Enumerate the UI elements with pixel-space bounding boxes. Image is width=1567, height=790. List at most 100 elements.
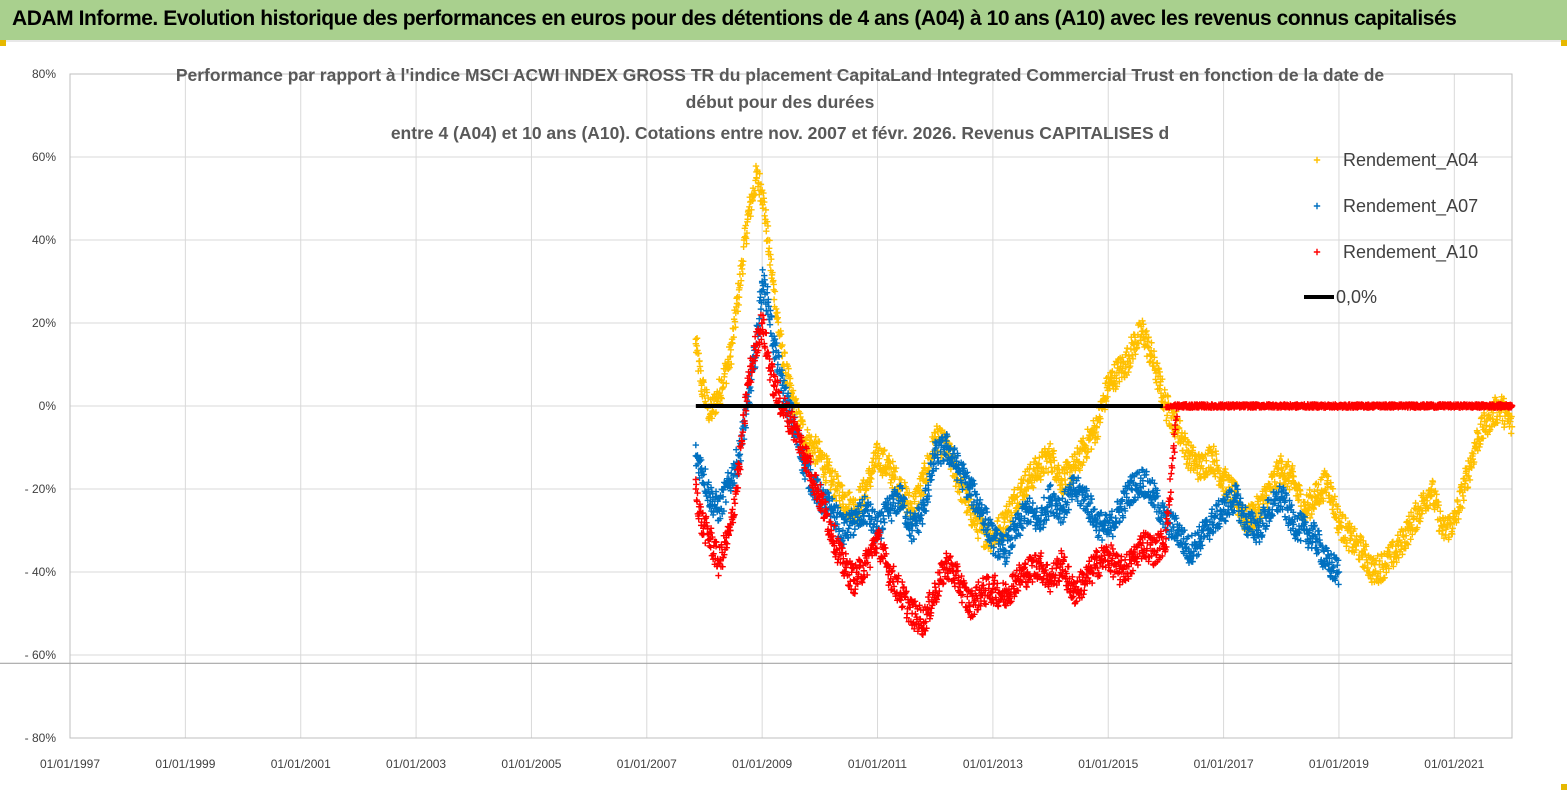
data-point [1433,491,1440,498]
data-point [752,162,760,170]
data-point [1126,364,1133,371]
data-point [1148,339,1155,346]
x-tick-label-11: 01/01/2019 [1309,757,1369,771]
data-point [1412,499,1419,507]
data-point [1018,479,1026,487]
data-point [693,335,701,342]
data-point [799,421,807,428]
data-point [958,599,966,606]
data-point [1437,508,1444,515]
data-point [703,389,711,396]
data-point [697,388,705,395]
data-point [1423,497,1431,505]
data-point [1093,424,1100,431]
data-point [1417,514,1424,522]
data-point [892,473,899,481]
x-tick-label-4: 01/01/2005 [501,757,561,771]
data-point [744,218,751,225]
data-point [1470,458,1478,466]
data-point [879,472,886,479]
data-point [978,516,986,523]
data-point [1362,551,1369,558]
data-point [696,357,703,365]
data-point [1058,475,1065,482]
data-point [1036,454,1043,461]
data-point [1263,492,1270,499]
data-point [779,341,786,349]
data-point [860,567,868,574]
data-point [749,197,756,204]
data-point [1132,351,1139,358]
data-point [1112,379,1119,387]
data-point [1048,468,1055,476]
data-point [742,235,750,242]
data-point [869,468,877,475]
y-tick-label-4: 0% [39,399,57,413]
data-point [1109,368,1116,375]
data-point [1440,535,1448,542]
data-point [826,459,833,466]
data-point [1286,486,1293,493]
axis-layer: 01/01/1997 01/01/1999 01/01/2001 01/01/2003… [25,67,1485,771]
data-point [1428,493,1435,500]
data-point [1281,470,1288,477]
x-tick-label-12: 01/01/2021 [1424,757,1484,771]
data-point [775,319,782,326]
data-point [1316,498,1324,506]
x-tick-label-10: 01/01/2017 [1194,757,1254,771]
data-point [1346,520,1353,527]
x-tick-label-9: 01/01/2015 [1078,757,1138,771]
data-point [960,482,967,490]
data-point [1097,415,1104,422]
data-point [1459,492,1467,500]
data-point [901,479,908,486]
data-point [1458,483,1465,490]
data-point [1407,509,1415,516]
data-point [1341,534,1349,541]
data-point [1402,545,1409,552]
data-point [781,349,789,357]
data-point [938,427,945,434]
data-point [1308,494,1316,501]
data-point [1180,435,1188,443]
data-point [1028,562,1036,569]
data-point [1466,476,1474,484]
data-point [1040,469,1048,477]
data-point [881,446,888,454]
data-point [1049,467,1056,475]
data-point [721,370,728,377]
data-point [1358,534,1365,541]
data-point [1404,541,1412,548]
x-tick-label-5: 01/01/2007 [617,757,677,771]
data-point [898,604,906,611]
data-point [1210,443,1217,450]
data-point [863,485,870,492]
data-point [1212,473,1219,480]
data-point [1166,494,1173,502]
data-point [1297,491,1304,498]
data-point [748,206,755,214]
data-point [1429,478,1437,486]
data-point [1152,369,1160,377]
data-point [771,288,779,295]
data-point [1418,510,1425,517]
data-point [1189,444,1197,451]
data-point [1219,483,1226,491]
data-point [1362,543,1370,550]
data-point [787,382,795,389]
data-point [1175,424,1183,432]
data-point [1009,500,1016,507]
data-point [743,240,750,247]
data-point [1076,467,1084,474]
data-point [1023,583,1030,591]
data-point [731,306,738,314]
data-point [920,471,927,478]
data-point [1003,503,1010,510]
data-point [692,336,700,343]
data-point [1083,454,1091,462]
data-point [1102,397,1110,405]
data-point [1127,359,1134,367]
y-tick-label-3: 20% [32,316,56,330]
data-point [1092,428,1100,436]
data-point [1335,515,1342,522]
